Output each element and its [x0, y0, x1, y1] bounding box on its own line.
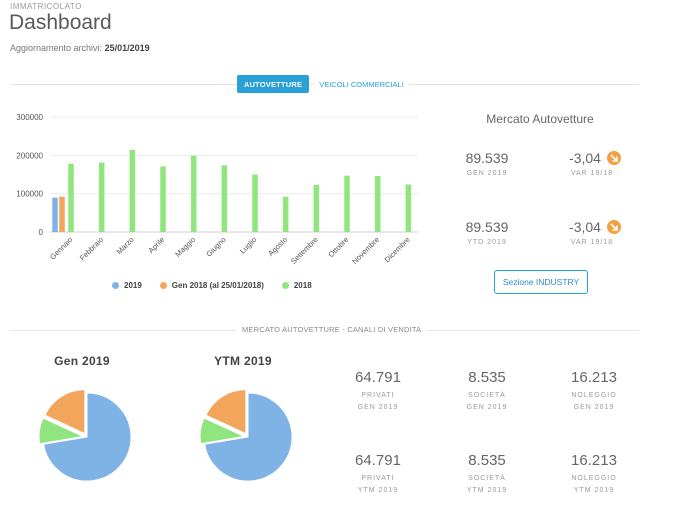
legend-dot [112, 282, 119, 289]
kpi-var-ytd-label: VAR 19/18 [570, 239, 614, 246]
legend-label: 2019 [124, 281, 142, 290]
legend-item-2018[interactable]: 2018 [281, 281, 312, 290]
channels-section-label: MERCATO AUTOVETTURE - CANALI DI VENDITA [236, 325, 428, 334]
x-tick-label: Marzo [115, 235, 136, 256]
pie-slice-societa[interactable] [199, 417, 246, 445]
bar-2018-maggio[interactable] [190, 155, 197, 232]
legend-label: Gen 2018 (al 25/01/2018) [171, 281, 264, 290]
stat-value: 16.213 [571, 369, 617, 386]
bar-gen-2018-al-25-01-2018--gennaio[interactable] [59, 196, 65, 232]
legend-item-2019[interactable]: 2019 [112, 281, 142, 290]
industry-section-button[interactable]: Sezione INDUSTRY [494, 270, 588, 294]
y-tick-label: 100000 [16, 190, 43, 199]
kpi-gen-label: GEN 2019 [466, 170, 508, 177]
chart-legend: 2019 Gen 2018 (al 25/01/2018) 2018 [112, 281, 312, 290]
stat-label: NOLEGGIO [571, 392, 617, 399]
stat-label: PRIVATI [361, 392, 395, 399]
stat-label: SOCIETÀ [468, 392, 506, 399]
bar-2018-giugno[interactable] [221, 165, 228, 232]
x-tick-label: Gennaio [48, 235, 74, 261]
legend-dot [281, 282, 289, 289]
stat-period: GEN 2019 [466, 404, 508, 411]
x-tick-label: Dicembre [383, 235, 412, 264]
stat-value: 8.535 [468, 452, 506, 469]
market-title: Mercato Autovetture [486, 112, 594, 126]
pie-slice-privati[interactable] [204, 392, 293, 482]
kpi-ytd-label: YTD 2019 [467, 239, 507, 246]
page-title: Dashboard [9, 11, 112, 34]
x-tick-label: Giugno [204, 235, 227, 258]
bar-2018-ottobre[interactable] [344, 175, 350, 232]
archive-update: Aggiornamento archivi: 25/01/2019 [10, 43, 150, 53]
pie-chart-gen [38, 389, 132, 482]
stat-label: PRIVATI [361, 475, 395, 482]
pie-slice-societa[interactable] [38, 417, 85, 445]
kpi-var-ytd-value: -3,04 [569, 219, 601, 235]
bar-2018-novembre[interactable] [374, 176, 381, 232]
pie-chart-ytm [199, 389, 293, 482]
bar-2018-settembre[interactable] [313, 184, 320, 232]
x-tick-label: Febbraio [78, 235, 105, 262]
stat-value: 64.791 [355, 369, 401, 386]
stat-period: YTM 2019 [466, 487, 508, 494]
stat-label: SOCIETÀ [468, 475, 506, 482]
arrow-down-right-icon [607, 220, 621, 234]
pie-title-ytm: YTM 2019 [214, 354, 272, 368]
x-tick-label: Agosto [266, 235, 289, 258]
monthly-bar-chart: 0 100000 200000 300000 Gennaio Febbraio Marzo… [16, 113, 418, 266]
tab-autovetture[interactable]: AUTOVETTURE [237, 75, 309, 93]
kpi-var-label: VAR 19/18 [570, 170, 614, 177]
stat-period: YTM 2019 [573, 487, 615, 494]
bar-2018-gennaio[interactable] [68, 163, 74, 232]
bar-2018-luglio[interactable] [252, 174, 258, 233]
legend-item-gen2018[interactable]: Gen 2018 (al 25/01/2018) [159, 281, 264, 290]
tab-veicoli-commerciali[interactable]: VEICOLI COMMERCIALI [314, 75, 409, 93]
kpi-ytd-value: 89.539 [465, 219, 509, 235]
pie-title-gen: Gen 2019 [54, 354, 110, 368]
stat-value: 64.791 [355, 452, 401, 469]
legend-label: 2018 [293, 281, 312, 290]
stat-label: NOLEGGIO [571, 475, 617, 482]
stat-period: YTM 2019 [357, 487, 399, 494]
pie-slice-noleggio[interactable] [205, 389, 247, 435]
page-eyebrow: IMMATRICOLATO [10, 2, 82, 11]
bar-2018-dicembre[interactable] [405, 184, 412, 232]
stat-value: 16.213 [571, 452, 617, 469]
y-tick-label: 0 [39, 228, 44, 237]
x-tick-label: Luglio [238, 235, 259, 256]
bar-2018-marzo[interactable] [129, 149, 136, 232]
archive-update-date: 25/01/2019 [104, 43, 150, 53]
bar-2019-gennaio[interactable] [52, 197, 58, 232]
x-tick-label: Novembre [350, 235, 381, 266]
legend-dot [159, 282, 167, 289]
arrow-down-right-icon [607, 151, 621, 165]
stat-value: 8.535 [468, 369, 506, 386]
kpi-var-value: -3,04 [569, 150, 601, 166]
kpi-gen-value: 89.539 [465, 150, 509, 166]
x-tick-label: Settembre [289, 235, 320, 266]
y-tick-label: 200000 [16, 151, 43, 160]
x-tick-label: Ottobre [326, 235, 350, 259]
pie-slice-noleggio[interactable] [44, 389, 86, 435]
x-tick-label: Aprile [146, 235, 166, 255]
y-tick-label: 300000 [16, 113, 43, 122]
bar-2018-febbraio[interactable] [98, 162, 105, 232]
bar-2018-agosto[interactable] [282, 196, 289, 232]
stat-period: GEN 2019 [357, 404, 399, 411]
archive-update-label: Aggiornamento archivi: [10, 43, 105, 53]
x-tick-label: Maggio [173, 235, 197, 259]
pie-slice-privati[interactable] [43, 392, 132, 482]
bar-2018-aprile[interactable] [160, 166, 166, 232]
stat-period: GEN 2019 [573, 404, 615, 411]
